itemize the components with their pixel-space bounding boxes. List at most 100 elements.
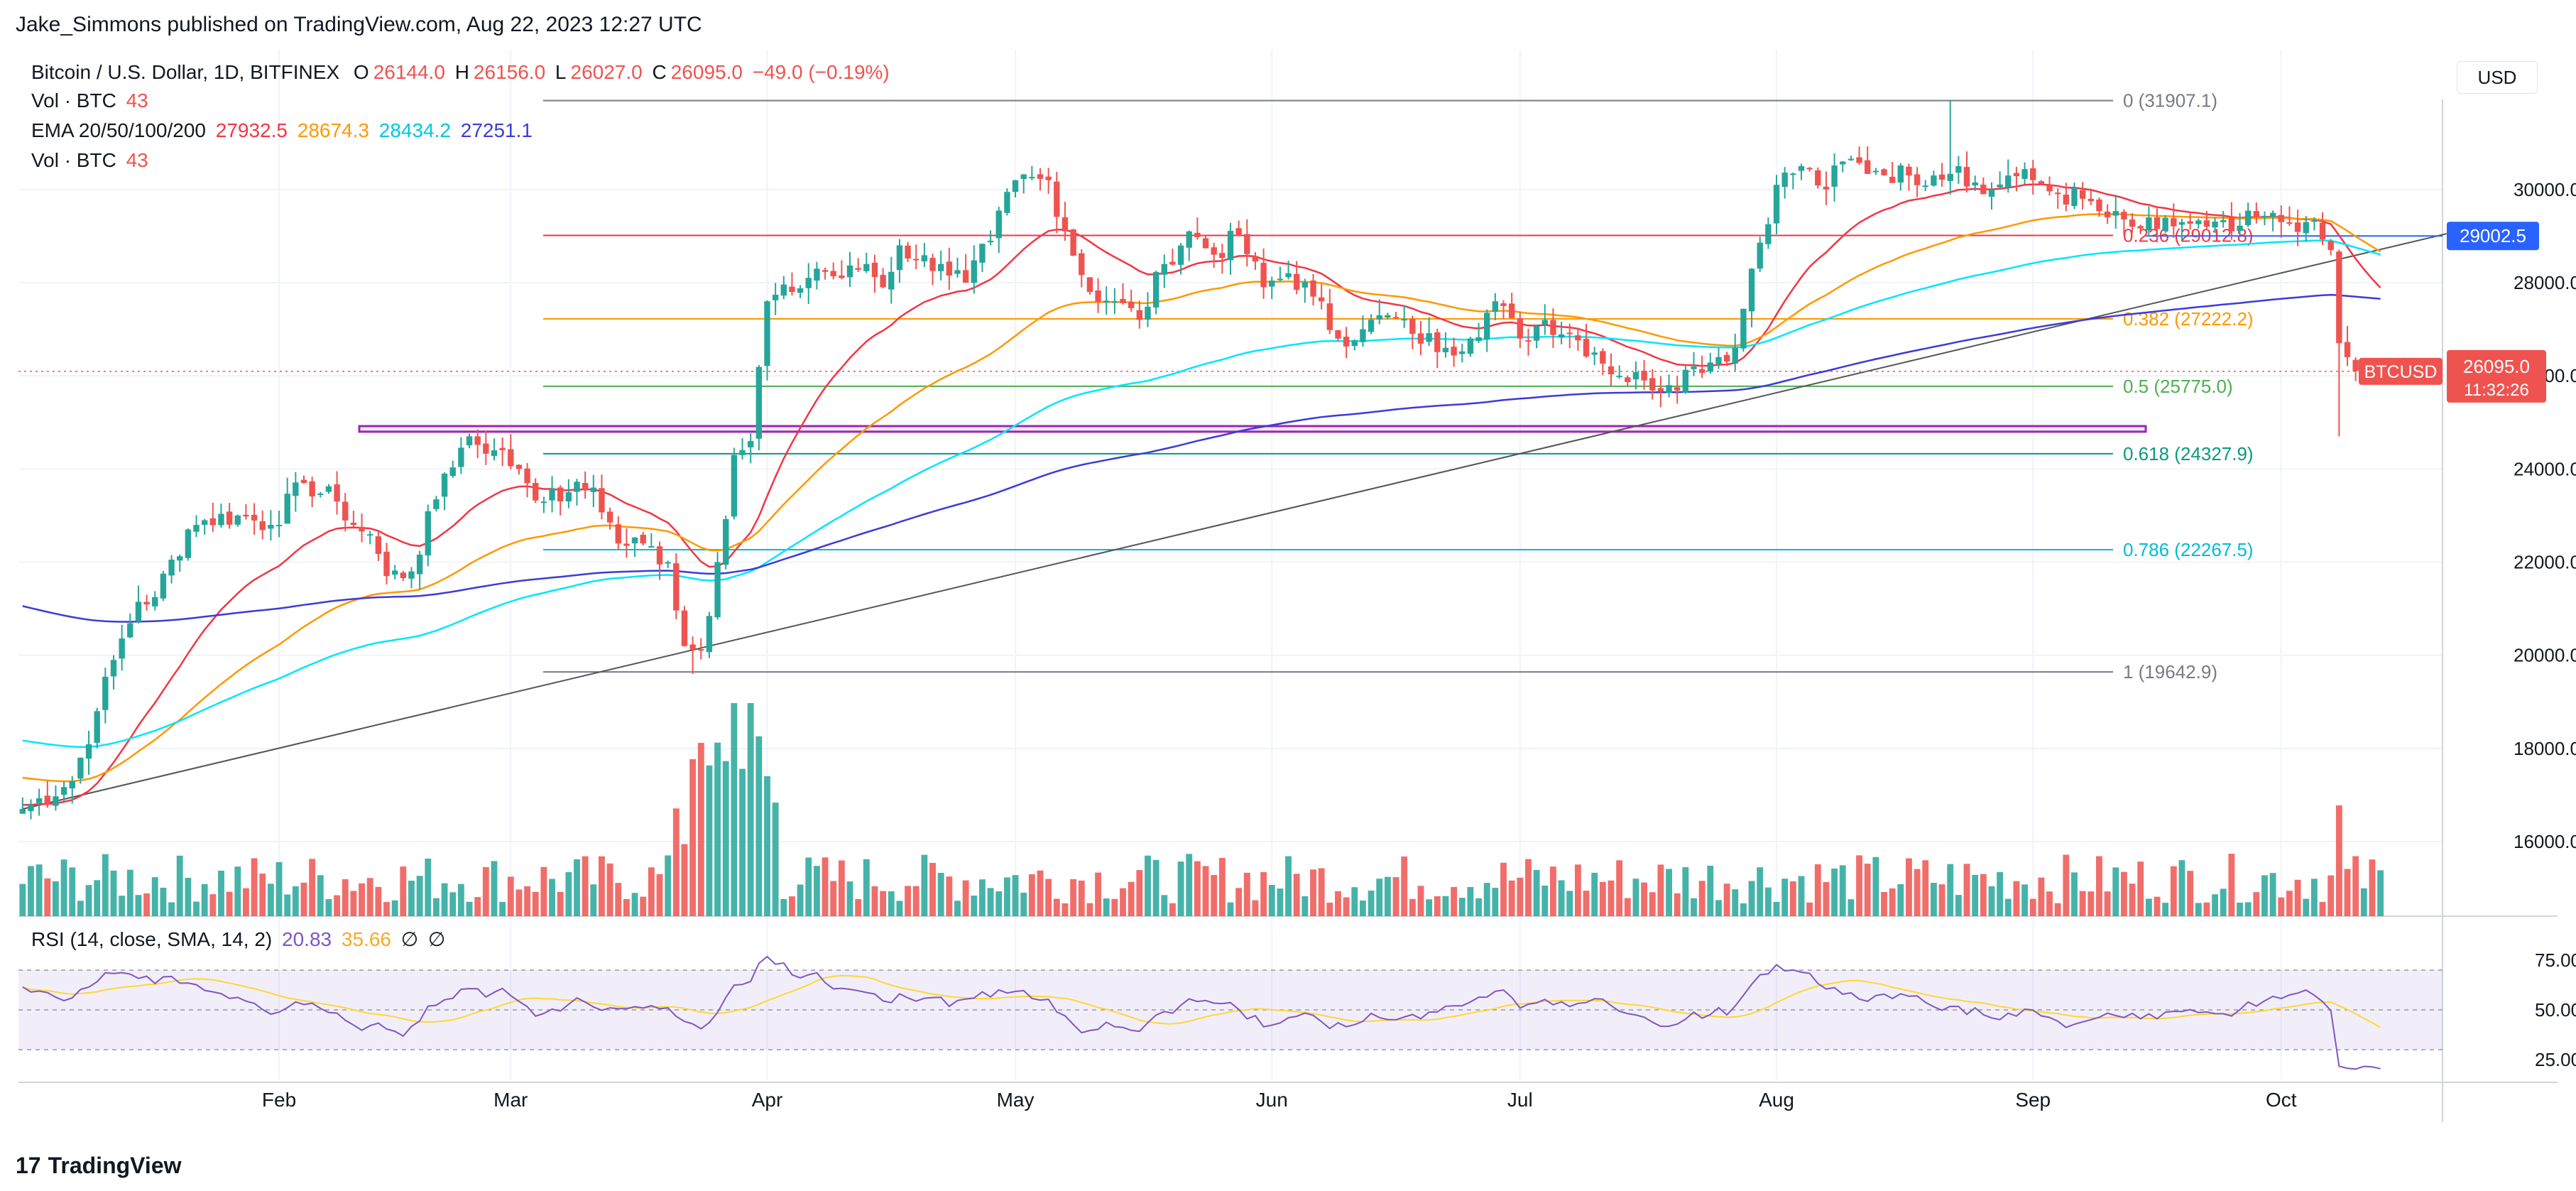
- volume-bar: [1285, 856, 1292, 916]
- volume-bar: [366, 878, 373, 916]
- high-label: H: [454, 61, 469, 83]
- volume-bar: [441, 883, 448, 916]
- volume-bar: [185, 877, 192, 916]
- legend-row-volume2: Vol · BTC 43: [31, 149, 153, 172]
- candle-body: [739, 450, 746, 455]
- volume-bar: [234, 866, 241, 916]
- volume-bar: [1095, 872, 1101, 916]
- candle-body: [2352, 359, 2359, 371]
- volume-bar: [209, 894, 217, 916]
- axes: 30000.028000.026000.024000.022000.020000…: [262, 179, 2576, 1111]
- candle-body: [1351, 340, 1358, 347]
- volume-bar: [1169, 903, 1176, 916]
- volume-bar: [176, 855, 183, 916]
- candle-body: [714, 562, 721, 618]
- volume-bar: [2063, 854, 2070, 916]
- volume-bar: [722, 761, 729, 916]
- volume-bar: [1243, 872, 1250, 916]
- volume-bar: [1500, 862, 1507, 916]
- volume-bar: [1360, 901, 1366, 916]
- candle-body: [1740, 308, 1747, 349]
- candle-body: [896, 245, 903, 271]
- candle-body: [599, 488, 605, 513]
- candle-body: [1840, 161, 1846, 165]
- candle-body: [441, 473, 448, 497]
- candle-body: [656, 546, 663, 565]
- candle-body: [846, 265, 853, 278]
- volume-bar: [714, 742, 721, 916]
- volume-bar: [1732, 889, 1739, 916]
- volume-bar: [1872, 856, 1879, 916]
- ema100-value: 28434.2: [378, 119, 451, 141]
- candle-body: [317, 493, 324, 495]
- x-tick-label: May: [997, 1089, 1035, 1111]
- candle-body: [1020, 174, 1027, 180]
- volume-bar: [309, 859, 316, 916]
- volume-bar: [53, 881, 59, 916]
- candle-body: [185, 529, 192, 558]
- candle-body: [119, 638, 125, 659]
- volume-bar: [656, 874, 663, 916]
- candle-body: [822, 270, 829, 272]
- x-tick-label: Jun: [1256, 1089, 1288, 1111]
- candle-body: [152, 597, 158, 607]
- rsi-tick-label: 50.00: [2535, 999, 2576, 1021]
- rsi-panel: [18, 955, 2443, 1070]
- candle-body: [2237, 225, 2243, 232]
- candle-body: [590, 487, 597, 492]
- candle-body: [1145, 306, 1151, 320]
- candle-body: [110, 660, 117, 677]
- volume-bar: [1848, 899, 1855, 916]
- low-label: L: [555, 61, 567, 83]
- volume-bar: [1988, 886, 1995, 916]
- candle-body: [929, 258, 936, 271]
- candle-body: [1252, 256, 1259, 262]
- volume-bar: [1773, 901, 1780, 916]
- candle-body: [1459, 351, 1466, 354]
- candle-body: [1864, 160, 1871, 174]
- ray-tag: 29002.5: [2460, 225, 2526, 246]
- volume-bar: [871, 886, 878, 916]
- volume-bar: [383, 902, 390, 916]
- candle-body: [483, 443, 489, 454]
- tradingview-logo-icon: 17: [16, 1153, 41, 1178]
- candle-body: [2162, 217, 2168, 232]
- candle-body: [648, 546, 655, 548]
- volume-bar: [1483, 883, 1490, 916]
- volume-bar: [706, 765, 713, 916]
- volume-bar: [1078, 880, 1085, 916]
- candle-body: [127, 623, 133, 638]
- volume-bar: [838, 860, 845, 916]
- candle-body: [391, 570, 398, 575]
- volume-label: Vol · BTC: [31, 89, 116, 112]
- candle-body: [2030, 168, 2036, 180]
- currency-button[interactable]: USD: [2457, 61, 2538, 94]
- volume-bar: [449, 892, 457, 916]
- ray-tag-bg: [2447, 222, 2539, 251]
- x-tick-label: Apr: [752, 1089, 783, 1111]
- candle-body: [524, 468, 530, 484]
- candle-body: [259, 521, 266, 531]
- candle-body: [1748, 268, 1755, 312]
- publisher-header: Jake_Simmons published on TradingView.co…: [16, 13, 702, 36]
- candle-body: [533, 482, 539, 501]
- candle-body: [1061, 217, 1069, 232]
- volume-bar: [929, 862, 936, 916]
- candle-body: [1202, 238, 1209, 249]
- volume-bar: [2360, 888, 2367, 916]
- volume-bar: [2228, 854, 2235, 916]
- trendline: [22, 233, 2447, 810]
- volume-bar: [1053, 898, 1060, 916]
- volume-bar: [2352, 856, 2359, 916]
- candle-body: [458, 447, 464, 467]
- volume-bar: [2038, 877, 2045, 916]
- candle-body: [1426, 333, 1432, 342]
- candle-body: [1269, 281, 1275, 287]
- candle-body: [1632, 371, 1639, 380]
- volume-bar: [1938, 884, 1945, 916]
- price-tag-bg: [2447, 349, 2546, 403]
- volume-bar: [739, 768, 746, 916]
- candle-body: [1938, 174, 1945, 180]
